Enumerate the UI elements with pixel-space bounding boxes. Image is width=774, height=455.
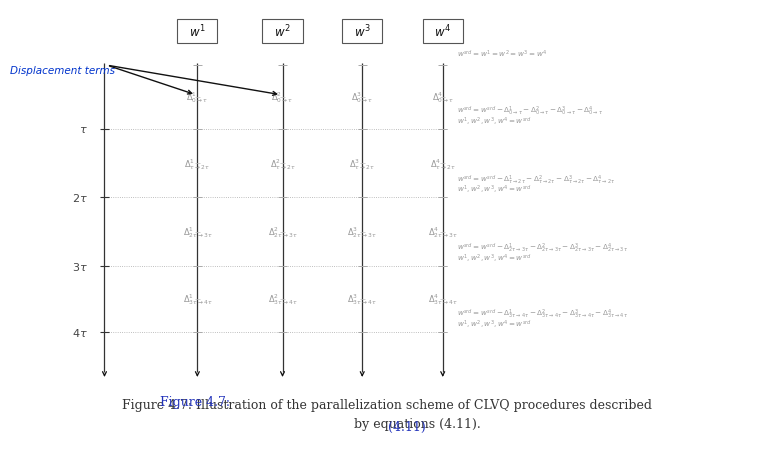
Text: $\Delta^{2}_{2\tau\to 3\tau}$: $\Delta^{2}_{2\tau\to 3\tau}$: [268, 225, 297, 239]
Text: $\Delta^{2}_{0\to \tau}$: $\Delta^{2}_{0\to \tau}$: [272, 91, 293, 105]
Text: $w^2$: $w^2$: [274, 24, 291, 40]
Text: $w^{srd} = w^{srd} - \Delta^1_{0\to\tau} - \Delta^2_{0\to\tau} - \Delta^3_{0\to\: $w^{srd} = w^{srd} - \Delta^1_{0\to\tau}…: [457, 105, 603, 118]
Text: $w^1$: $w^1$: [189, 24, 206, 40]
Text: $w^{srd} = w^{srd} - \Delta^1_{\tau\to 2\tau} - \Delta^2_{\tau\to 2\tau} - \Delt: $w^{srd} = w^{srd} - \Delta^1_{\tau\to 2…: [457, 173, 615, 187]
FancyBboxPatch shape: [342, 20, 382, 44]
Text: $w^3$: $w^3$: [354, 24, 371, 40]
Text: $\Delta^{4}_{\tau\to 2\tau}$: $\Delta^{4}_{\tau\to 2\tau}$: [430, 157, 456, 171]
Text: (4.11): (4.11): [388, 420, 426, 433]
Text: $\Delta^{2}_{3\tau\to 4\tau}$: $\Delta^{2}_{3\tau\to 4\tau}$: [268, 292, 297, 307]
Text: $\Delta^{1}_{2\tau\to 3\tau}$: $\Delta^{1}_{2\tau\to 3\tau}$: [183, 225, 212, 239]
Text: Figure 4.7: Illustration of the parallelization scheme of CLVQ procedures descri: Figure 4.7: Illustration of the parallel…: [122, 398, 652, 430]
Text: $4\tau$: $4\tau$: [72, 326, 87, 338]
Text: $w^{srd} = w^{srd} - \Delta^1_{3\tau\to 4\tau} - \Delta^2_{3\tau\to 4\tau} - \De: $w^{srd} = w^{srd} - \Delta^1_{3\tau\to …: [457, 307, 628, 321]
Text: $w^1, w^2, w^3, w^4 = w^{srd}$: $w^1, w^2, w^3, w^4 = w^{srd}$: [457, 252, 532, 264]
Text: $2\tau$: $2\tau$: [72, 192, 87, 204]
Text: $\Delta^{4}_{0\to \tau}$: $\Delta^{4}_{0\to \tau}$: [432, 91, 454, 105]
Text: $\Delta^{1}_{3\tau\to 4\tau}$: $\Delta^{1}_{3\tau\to 4\tau}$: [183, 292, 212, 307]
Text: $w^1, w^2, w^3, w^4 = w^{srd}$: $w^1, w^2, w^3, w^4 = w^{srd}$: [457, 116, 532, 127]
Text: Figure 4.7:: Figure 4.7:: [160, 395, 230, 408]
Text: $\Delta^{3}_{2\tau\to 3\tau}$: $\Delta^{3}_{2\tau\to 3\tau}$: [348, 225, 377, 239]
Text: $\Delta^{2}_{\tau\to 2\tau}$: $\Delta^{2}_{\tau\to 2\tau}$: [269, 157, 296, 171]
Text: $\tau$: $\tau$: [79, 125, 87, 135]
FancyBboxPatch shape: [423, 20, 463, 44]
Text: $\Delta^{3}_{3\tau\to 4\tau}$: $\Delta^{3}_{3\tau\to 4\tau}$: [348, 292, 377, 307]
Text: $w^4$: $w^4$: [434, 24, 451, 40]
Text: $\Delta^{3}_{0\to \tau}$: $\Delta^{3}_{0\to \tau}$: [351, 91, 373, 105]
Text: $w^1, w^2, w^3, w^4 = w^{srd}$: $w^1, w^2, w^3, w^4 = w^{srd}$: [457, 318, 532, 330]
Text: $w^{srd} = w^1 = w^2 = w^3 = w^4$: $w^{srd} = w^1 = w^2 = w^3 = w^4$: [457, 49, 547, 60]
Text: $\Delta^{1}_{\tau\to 2\tau}$: $\Delta^{1}_{\tau\to 2\tau}$: [184, 157, 211, 171]
Text: $\Delta^{4}_{3\tau\to 4\tau}$: $\Delta^{4}_{3\tau\to 4\tau}$: [428, 292, 457, 307]
Text: Displacement terms: Displacement terms: [10, 66, 115, 76]
Text: $w^{srd} = w^{srd} - \Delta^1_{2\tau\to 3\tau} - \Delta^2_{2\tau\to 3\tau} - \De: $w^{srd} = w^{srd} - \Delta^1_{2\tau\to …: [457, 241, 628, 255]
FancyBboxPatch shape: [262, 20, 303, 44]
Text: $3\tau$: $3\tau$: [72, 260, 87, 272]
FancyBboxPatch shape: [177, 20, 217, 44]
Text: $\Delta^{1}_{0\to \tau}$: $\Delta^{1}_{0\to \tau}$: [187, 91, 208, 105]
Text: $\Delta^{3}_{\tau\to 2\tau}$: $\Delta^{3}_{\tau\to 2\tau}$: [349, 157, 375, 171]
Text: $w^1, w^2, w^3, w^4 = w^{srd}$: $w^1, w^2, w^3, w^4 = w^{srd}$: [457, 184, 532, 196]
Text: $\Delta^{4}_{2\tau\to 3\tau}$: $\Delta^{4}_{2\tau\to 3\tau}$: [428, 225, 457, 239]
